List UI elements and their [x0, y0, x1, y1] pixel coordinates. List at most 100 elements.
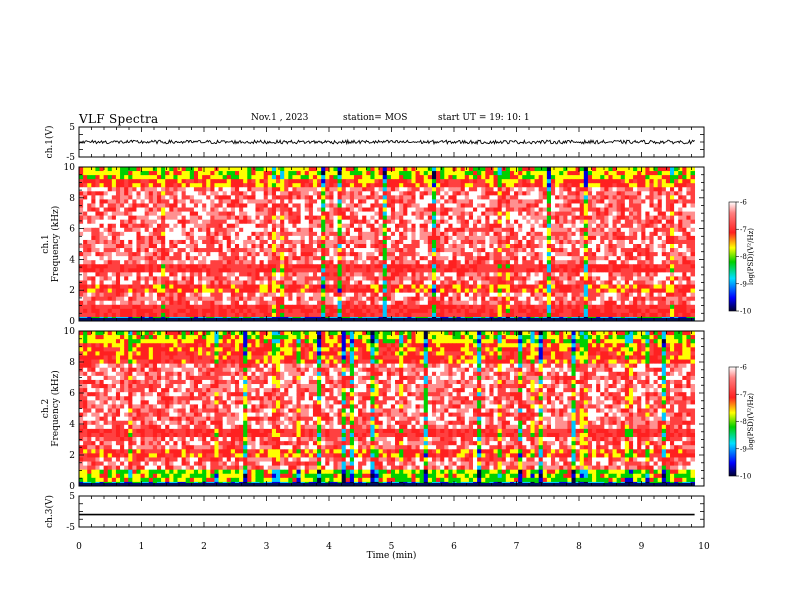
spectrogram-cell: [280, 219, 285, 225]
spectrogram-cell: [362, 235, 367, 241]
spectrogram-cell: [218, 175, 224, 180]
spectrogram-cell: [230, 191, 236, 196]
spectrogram-cell: [95, 260, 100, 265]
spectrogram-cell: [374, 248, 379, 253]
spectrogram-cell: [362, 244, 367, 249]
spectrogram-cell: [308, 227, 314, 233]
spectrogram-cell: [210, 280, 215, 285]
spectrogram-cell: [210, 276, 215, 281]
spectrogram-cell: [489, 260, 494, 265]
spectrogram-cell: [152, 219, 158, 225]
spectrogram-cell: [325, 264, 330, 269]
spectrogram-cell: [530, 167, 535, 172]
spectrogram-cell: [399, 211, 404, 217]
spectrogram-cell: [99, 191, 105, 196]
spectrogram-cell: [267, 248, 273, 253]
spectrogram-cell: [444, 179, 449, 184]
spectrogram-cell: [530, 248, 535, 253]
spectrogram-cell: [214, 179, 219, 184]
spectrogram-cell: [206, 167, 211, 172]
spectrogram-cell: [550, 179, 556, 184]
spectrogram-cell: [173, 288, 178, 294]
spectrogram-cell: [317, 288, 322, 294]
spectrogram-cell: [91, 167, 96, 172]
spectrogram-cell: [378, 191, 384, 196]
spectrogram-cell: [493, 175, 499, 180]
spectrogram-cell: [386, 239, 392, 245]
spectrogram-cell: [493, 231, 499, 237]
spectrogram-cell: [152, 280, 158, 285]
spectrogram-cell: [456, 219, 462, 225]
spectrogram-cell: [296, 276, 302, 281]
spectrogram-cell: [79, 191, 84, 196]
spectrogram-cell: [292, 296, 297, 302]
spectrogram-cell: [550, 292, 556, 298]
spectrogram-cell: [559, 171, 564, 176]
spectrogram-cell: [448, 175, 453, 180]
spectrogram-cell: [395, 231, 400, 237]
spectrogram-cell: [546, 239, 552, 245]
spectrogram-cell: [206, 272, 211, 277]
spectrogram-cell: [333, 227, 338, 233]
spectrogram-cell: [612, 296, 618, 302]
spectrogram-cell: [321, 227, 326, 233]
spectrogram-cell: [362, 288, 367, 294]
spectrogram-cell: [251, 268, 256, 273]
spectrogram-cell: [136, 207, 141, 212]
spectrogram-cell: [436, 187, 441, 192]
spectrogram-cell: [161, 264, 166, 269]
spectrogram-cell: [95, 219, 100, 225]
spectrogram-cell: [251, 219, 256, 225]
spectrogram-cell: [489, 244, 494, 249]
spectrogram-cell: [206, 296, 211, 302]
spectrogram-cell: [136, 203, 141, 208]
spectrogram-cell: [271, 211, 277, 217]
spectrogram-cell: [386, 207, 392, 212]
spectrogram-cell: [173, 239, 178, 245]
spectrogram-cell: [91, 219, 96, 225]
spectrogram-cell: [280, 223, 285, 229]
spectrogram-cell: [148, 199, 154, 204]
spectrogram-cell: [189, 171, 195, 176]
spectrogram-cell: [243, 227, 248, 233]
spectrogram-cell: [505, 187, 511, 192]
spectrogram-cell: [514, 235, 519, 241]
spectrogram-cell: [583, 260, 589, 265]
spectrogram-cell: [612, 288, 618, 294]
spectrogram-cell: [419, 215, 425, 221]
spectrogram-cell: [604, 276, 609, 281]
spectrogram-cell: [107, 239, 113, 245]
spectrogram-cell: [382, 248, 388, 253]
spectrogram-cell: [546, 191, 552, 196]
spectrogram-cell: [214, 256, 219, 261]
spectrogram-cell: [124, 203, 129, 208]
spectrogram-cell: [587, 187, 593, 192]
spectrogram-cell: [317, 235, 322, 241]
spectrogram-cell: [362, 215, 367, 221]
spectrogram-cell: [485, 280, 490, 285]
spectrogram-cell: [530, 199, 535, 204]
spectrogram-cell: [546, 231, 552, 237]
spectrogram-cell: [411, 235, 416, 241]
spectrogram-cell: [280, 252, 285, 257]
spectrogram-cell: [624, 268, 630, 273]
spectrogram-cell: [464, 288, 470, 294]
spectrogram-cell: [497, 288, 503, 294]
spectrogram-cell: [79, 268, 84, 273]
spectrogram-cell: [423, 183, 429, 188]
spectrogram-cell: [407, 239, 412, 245]
spectrogram-cell: [440, 179, 445, 184]
spectrogram-cell: [395, 207, 400, 212]
spectrogram-cell: [325, 280, 330, 285]
spectrogram-cell: [214, 248, 219, 253]
spectrogram-cell: [341, 272, 347, 277]
spectrogram-cell: [317, 296, 322, 302]
spectrogram-cell: [366, 219, 371, 225]
spectrogram-cell: [592, 239, 597, 245]
spectrogram-cell: [550, 227, 556, 233]
spectrogram-cell: [267, 223, 273, 229]
spectrogram-cell: [79, 264, 84, 269]
spectrogram-cell: [624, 223, 630, 229]
spectrogram-cell: [674, 272, 679, 277]
spectrogram-cell: [473, 191, 478, 196]
